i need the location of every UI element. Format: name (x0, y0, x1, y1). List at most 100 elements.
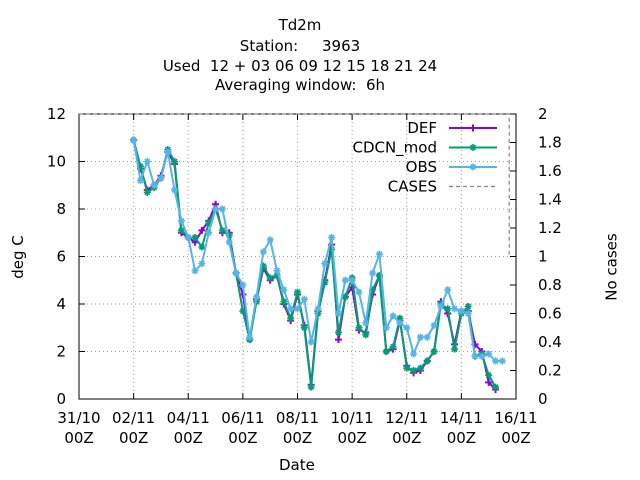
y2-tick-label: 1.6 (538, 162, 562, 180)
legend-label-cases: CASES (388, 178, 437, 196)
data-point-obs (232, 269, 240, 277)
data-point-obs (389, 312, 397, 320)
data-point-obs (198, 260, 206, 268)
data-point-obs (280, 286, 288, 294)
data-point-obs (130, 136, 138, 144)
data-point-obs (464, 310, 472, 317)
plot-frame (78, 113, 517, 400)
grid (79, 114, 516, 399)
data-point-obs (437, 302, 445, 310)
y-tick-label: 2 (56, 343, 66, 361)
x-tick-label: 00Z (447, 429, 476, 447)
data-point-cdcn-mod (177, 226, 185, 234)
data-point-cdcn-mod (273, 272, 281, 279)
data-point-cdcn-mod (136, 162, 144, 170)
legend-label-def: DEF (407, 119, 437, 137)
data-point-obs (246, 333, 254, 341)
y-tick-label: 12 (47, 105, 66, 123)
data-point-def (334, 336, 342, 344)
y-tick-label: 0 (56, 390, 66, 408)
data-point-obs (341, 276, 349, 284)
chart-title-line-2: Station: 3963 (239, 37, 361, 55)
data-point-obs (218, 205, 226, 213)
data-point-cdcn-mod (266, 274, 274, 282)
data-point-cdcn-mod (143, 188, 151, 196)
data-point-def (485, 378, 493, 386)
data-point-obs (369, 269, 377, 277)
x-tick-label: 00Z (119, 429, 148, 447)
data-point-obs (403, 324, 411, 332)
x-tick-label: 00Z (228, 429, 257, 447)
y2-tick-label: 1 (538, 248, 548, 266)
y2-tick-label: 0.2 (538, 362, 562, 380)
data-point-obs (205, 229, 213, 237)
y2-tick-label: 2 (538, 105, 548, 123)
data-point-obs (444, 286, 452, 294)
data-point-cdcn-mod (294, 288, 301, 296)
data-point-obs (457, 307, 465, 315)
data-point-cdcn-mod (239, 307, 247, 315)
legend-marker-cdcn-mod (469, 144, 477, 151)
axes: 31/10 00Z 02/11 00Z 04/11 00Z 06/11 00Z 08/11 00Z… (47, 105, 562, 447)
data-point-cdcn-mod (382, 348, 390, 355)
data-point-obs (410, 350, 418, 358)
data-point-cdcn-mod (362, 331, 370, 339)
data-point-obs (136, 177, 144, 184)
data-point-cdcn-mod (218, 226, 226, 234)
y-tick-label: 10 (47, 153, 66, 171)
data-point-obs (362, 319, 370, 327)
y-tick-label: 4 (56, 295, 66, 313)
x-axis-label: Date (279, 456, 315, 474)
data-point-obs (184, 234, 192, 241)
x-tick-label: 08/11 (276, 409, 319, 427)
data-point-cdcn-mod (389, 343, 397, 351)
x-tick-label: 00Z (392, 429, 421, 447)
data-point-obs (164, 148, 172, 156)
data-point-obs (177, 217, 185, 225)
data-point-obs (328, 234, 336, 241)
legend-label-cdcn-mod: CDCN_mod (352, 139, 437, 158)
data-point-cdcn-mod (492, 383, 500, 391)
data-point-cdcn-mod (396, 314, 404, 322)
series-line-cases (79, 113, 510, 257)
x-tick-label: 00Z (337, 429, 366, 447)
data-point-obs (334, 310, 342, 317)
data-point-obs (266, 236, 274, 244)
legend-label-obs: OBS (406, 158, 437, 176)
data-point-obs (157, 174, 165, 182)
x-tick-label: 10/11 (331, 409, 374, 427)
series-layer (79, 113, 510, 393)
chart-title-line-4: Averaging window: 6h (214, 76, 386, 94)
data-point-obs (321, 260, 329, 268)
series-line-obs (132, 139, 503, 362)
data-point-cdcn-mod (444, 305, 452, 313)
data-point-obs (471, 352, 479, 360)
x-tick-label: 06/11 (221, 409, 264, 427)
data-point-cdcn-mod (369, 286, 377, 294)
data-point-cdcn-mod (225, 231, 233, 239)
data-point-cdcn-mod (355, 324, 363, 332)
x-tick-label: 00Z (283, 429, 312, 447)
y2-tick-label: 0.6 (538, 305, 562, 323)
data-point-obs (294, 305, 301, 313)
data-point-obs (253, 293, 261, 301)
data-point-cdcn-mod (375, 272, 383, 279)
x-tick-label: 00Z (501, 429, 530, 447)
legend-marker-obs (469, 163, 477, 171)
data-point-obs (300, 295, 308, 303)
y2-tick-label: 1.8 (538, 134, 562, 152)
data-point-cdcn-mod (334, 329, 342, 336)
data-point-cdcn-mod (171, 158, 179, 165)
data-point-cdcn-mod (300, 324, 308, 332)
data-point-cdcn-mod (451, 345, 459, 353)
data-point-obs (225, 238, 233, 246)
data-point-obs (259, 248, 267, 256)
chart-title-line-1: Td2m (278, 16, 322, 34)
legend-marker-def (469, 124, 477, 132)
data-point-obs (451, 305, 459, 313)
data-point-cdcn-mod (485, 371, 493, 379)
data-point-obs (191, 267, 199, 275)
y-tick-label: 8 (56, 200, 66, 218)
x-tick-label: 04/11 (167, 409, 210, 427)
